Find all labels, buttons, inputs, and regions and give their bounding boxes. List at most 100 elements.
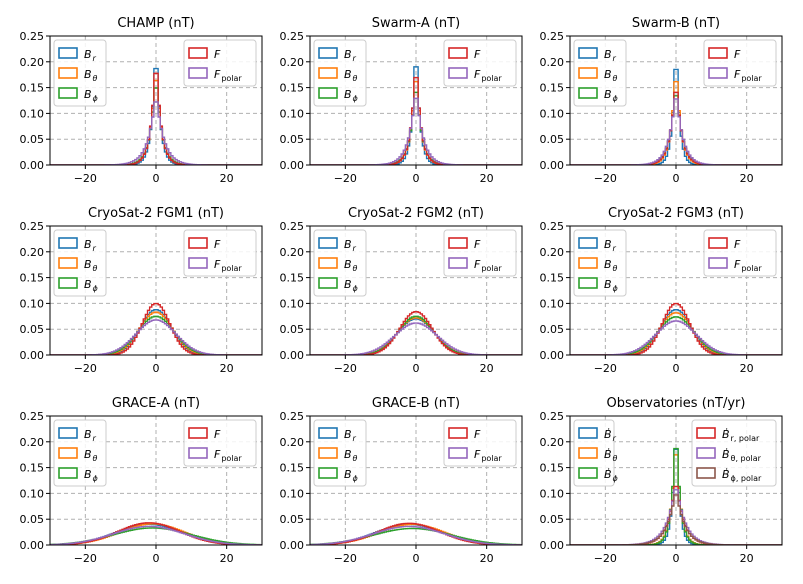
legend-label: F (474, 48, 481, 61)
legend-swatch (578, 277, 598, 289)
subplot-title: CHAMP (nT) (117, 16, 194, 31)
legend-swatch (58, 237, 78, 249)
series-B_theta (50, 79, 262, 165)
legend-swatch (188, 67, 208, 79)
y-tick-label: 0.05 (280, 323, 305, 336)
x-tick-label: −20 (594, 552, 617, 565)
legend-swatch (318, 257, 338, 269)
y-tick-label: 0.00 (20, 349, 45, 362)
y-tick-label: 0.15 (540, 82, 565, 95)
legend-swatch (708, 47, 728, 59)
y-tick-label: 0.05 (540, 513, 565, 526)
subplot-3: CryoSat-2 FGM1 (nT) 0.00 0.05 0.10 0.15 0.20 0… (20, 206, 263, 375)
legend-label: F (734, 238, 741, 251)
y-tick-label: 0.15 (280, 272, 305, 285)
y-tick-label: 0.00 (540, 539, 565, 552)
series-Bdot_r (570, 448, 782, 545)
legend-swatch (58, 467, 78, 479)
x-tick-label: 20 (480, 362, 494, 375)
y-tick-label: 0.20 (20, 56, 45, 69)
legend-swatch (58, 87, 78, 99)
x-tick-label: 0 (413, 552, 420, 565)
subplot-8: Observatories (nT/yr) 0.00 0.05 0.10 0.15 0.2… (540, 396, 783, 565)
y-tick-label: 0.25 (280, 220, 305, 233)
y-tick-label: 0.00 (280, 159, 305, 172)
y-tick-label: 0.15 (280, 82, 305, 95)
x-tick-label: −20 (74, 172, 97, 185)
y-tick-label: 0.10 (20, 487, 45, 500)
legend-left (313, 229, 367, 297)
y-tick-label: 0.10 (280, 297, 305, 310)
y-tick-label: 0.10 (20, 297, 45, 310)
series-F_polar (50, 525, 262, 545)
series-B_theta (570, 81, 782, 165)
legend-swatch (708, 67, 728, 79)
legend-label: Ḃr (604, 428, 617, 443)
legend-swatch (58, 447, 78, 459)
series-group (310, 522, 522, 545)
series-B_r (570, 68, 782, 165)
y-tick-label: 0.20 (280, 436, 305, 449)
legend-label: F (734, 48, 741, 61)
subplot-4: CryoSat-2 FGM2 (nT) 0.00 0.05 0.10 0.15 0.20 0… (280, 206, 523, 375)
legend-swatch (578, 467, 598, 479)
legend-left (573, 229, 627, 297)
y-tick-label: 0.10 (540, 107, 565, 120)
x-tick-label: 20 (480, 172, 494, 185)
y-tick-label: 0.20 (540, 56, 565, 69)
legend-swatch (318, 277, 338, 289)
subplot-title: Observatories (nT/yr) (607, 396, 746, 411)
legend-swatch (696, 427, 716, 439)
legend-swatch (448, 237, 468, 249)
legend-swatch (578, 447, 598, 459)
legend-swatch (578, 237, 598, 249)
y-tick-label: 0.10 (540, 487, 565, 500)
legend-swatch (448, 47, 468, 59)
legend-left (573, 419, 615, 487)
series-B_r (50, 67, 262, 165)
y-tick-label: 0.15 (540, 462, 565, 475)
y-tick-label: 0.05 (540, 323, 565, 336)
legend-swatch (188, 427, 208, 439)
y-tick-label: 0.20 (20, 246, 45, 259)
y-tick-label: 0.15 (280, 462, 305, 475)
x-tick-label: 0 (153, 552, 160, 565)
legend-swatch (708, 257, 728, 269)
legend-swatch (318, 427, 338, 439)
y-tick-label: 0.00 (20, 539, 45, 552)
y-tick-label: 0.25 (20, 410, 45, 423)
x-tick-label: 0 (153, 172, 160, 185)
series-group (50, 522, 262, 545)
y-tick-label: 0.05 (280, 133, 305, 146)
series-F (310, 76, 522, 165)
legend-swatch (58, 67, 78, 79)
y-tick-label: 0.25 (20, 30, 45, 43)
legend-right (443, 229, 517, 277)
series-B_phi (310, 315, 522, 355)
y-tick-label: 0.05 (20, 323, 45, 336)
subplot-title: CryoSat-2 FGM3 (nT) (608, 206, 744, 221)
y-tick-label: 0.15 (20, 82, 45, 95)
y-tick-label: 0.25 (280, 410, 305, 423)
subplot-title: GRACE-A (nT) (112, 396, 200, 411)
y-tick-label: 0.00 (540, 159, 565, 172)
y-tick-label: 0.15 (540, 272, 565, 285)
legend-right (443, 419, 517, 467)
legend-label: F (474, 428, 481, 441)
legend-right (691, 419, 777, 487)
legend-left (53, 229, 107, 297)
subplot-title: GRACE-B (nT) (372, 396, 460, 411)
subplot-5: CryoSat-2 FGM3 (nT) 0.00 0.05 0.10 0.15 0.20 0… (540, 206, 783, 375)
y-tick-label: 0.15 (20, 462, 45, 475)
x-tick-label: 0 (413, 362, 420, 375)
legend-swatch (448, 447, 468, 459)
x-tick-label: −20 (74, 552, 97, 565)
x-tick-label: −20 (334, 172, 357, 185)
series-B_phi (50, 315, 262, 355)
legend-right (183, 39, 257, 87)
x-tick-label: 0 (673, 172, 680, 185)
x-tick-label: −20 (74, 362, 97, 375)
x-tick-label: 20 (740, 172, 754, 185)
y-tick-label: 0.25 (540, 220, 565, 233)
